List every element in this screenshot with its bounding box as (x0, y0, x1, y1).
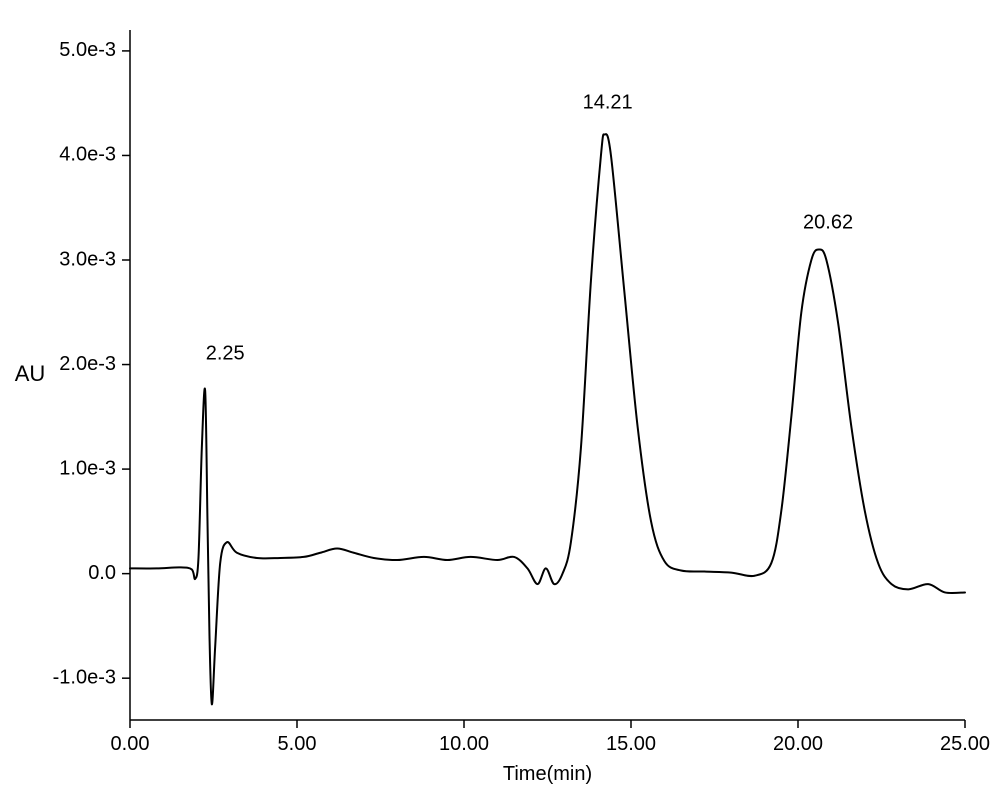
peak-label: 2.25 (206, 342, 245, 364)
chart-svg: -1.0e-3 0.0 1.0e-3 2.0e-3 3.0e-3 4.0e-3 5.0e-3… (0, 0, 1000, 799)
x-tick-label: 15.00 (606, 733, 656, 755)
y-tick-label: 0.0 (88, 562, 116, 584)
y-tick-label: 3.0e-3 (59, 248, 116, 270)
y-tick-label: 1.0e-3 (59, 457, 116, 479)
y-tick-label: 5.0e-3 (59, 39, 116, 61)
x-tick-label: 25.00 (940, 733, 990, 755)
y-tick-label: 4.0e-3 (59, 144, 116, 166)
peak-label: 14.21 (583, 91, 633, 113)
y-tick-label: -1.0e-3 (53, 666, 116, 688)
x-tick-label: 20.00 (773, 733, 823, 755)
x-axis-title: Time(min) (503, 763, 592, 785)
x-tick-label: 5.00 (278, 733, 317, 755)
x-tick-label: 10.00 (439, 733, 489, 755)
chromatogram-chart: -1.0e-3 0.0 1.0e-3 2.0e-3 3.0e-3 4.0e-3 5.0e-3… (0, 0, 1000, 799)
y-tick-label: 2.0e-3 (59, 353, 116, 375)
x-tick-label: 0.00 (111, 733, 150, 755)
peak-label: 20.62 (803, 212, 853, 234)
y-axis-title: AU (15, 361, 46, 386)
